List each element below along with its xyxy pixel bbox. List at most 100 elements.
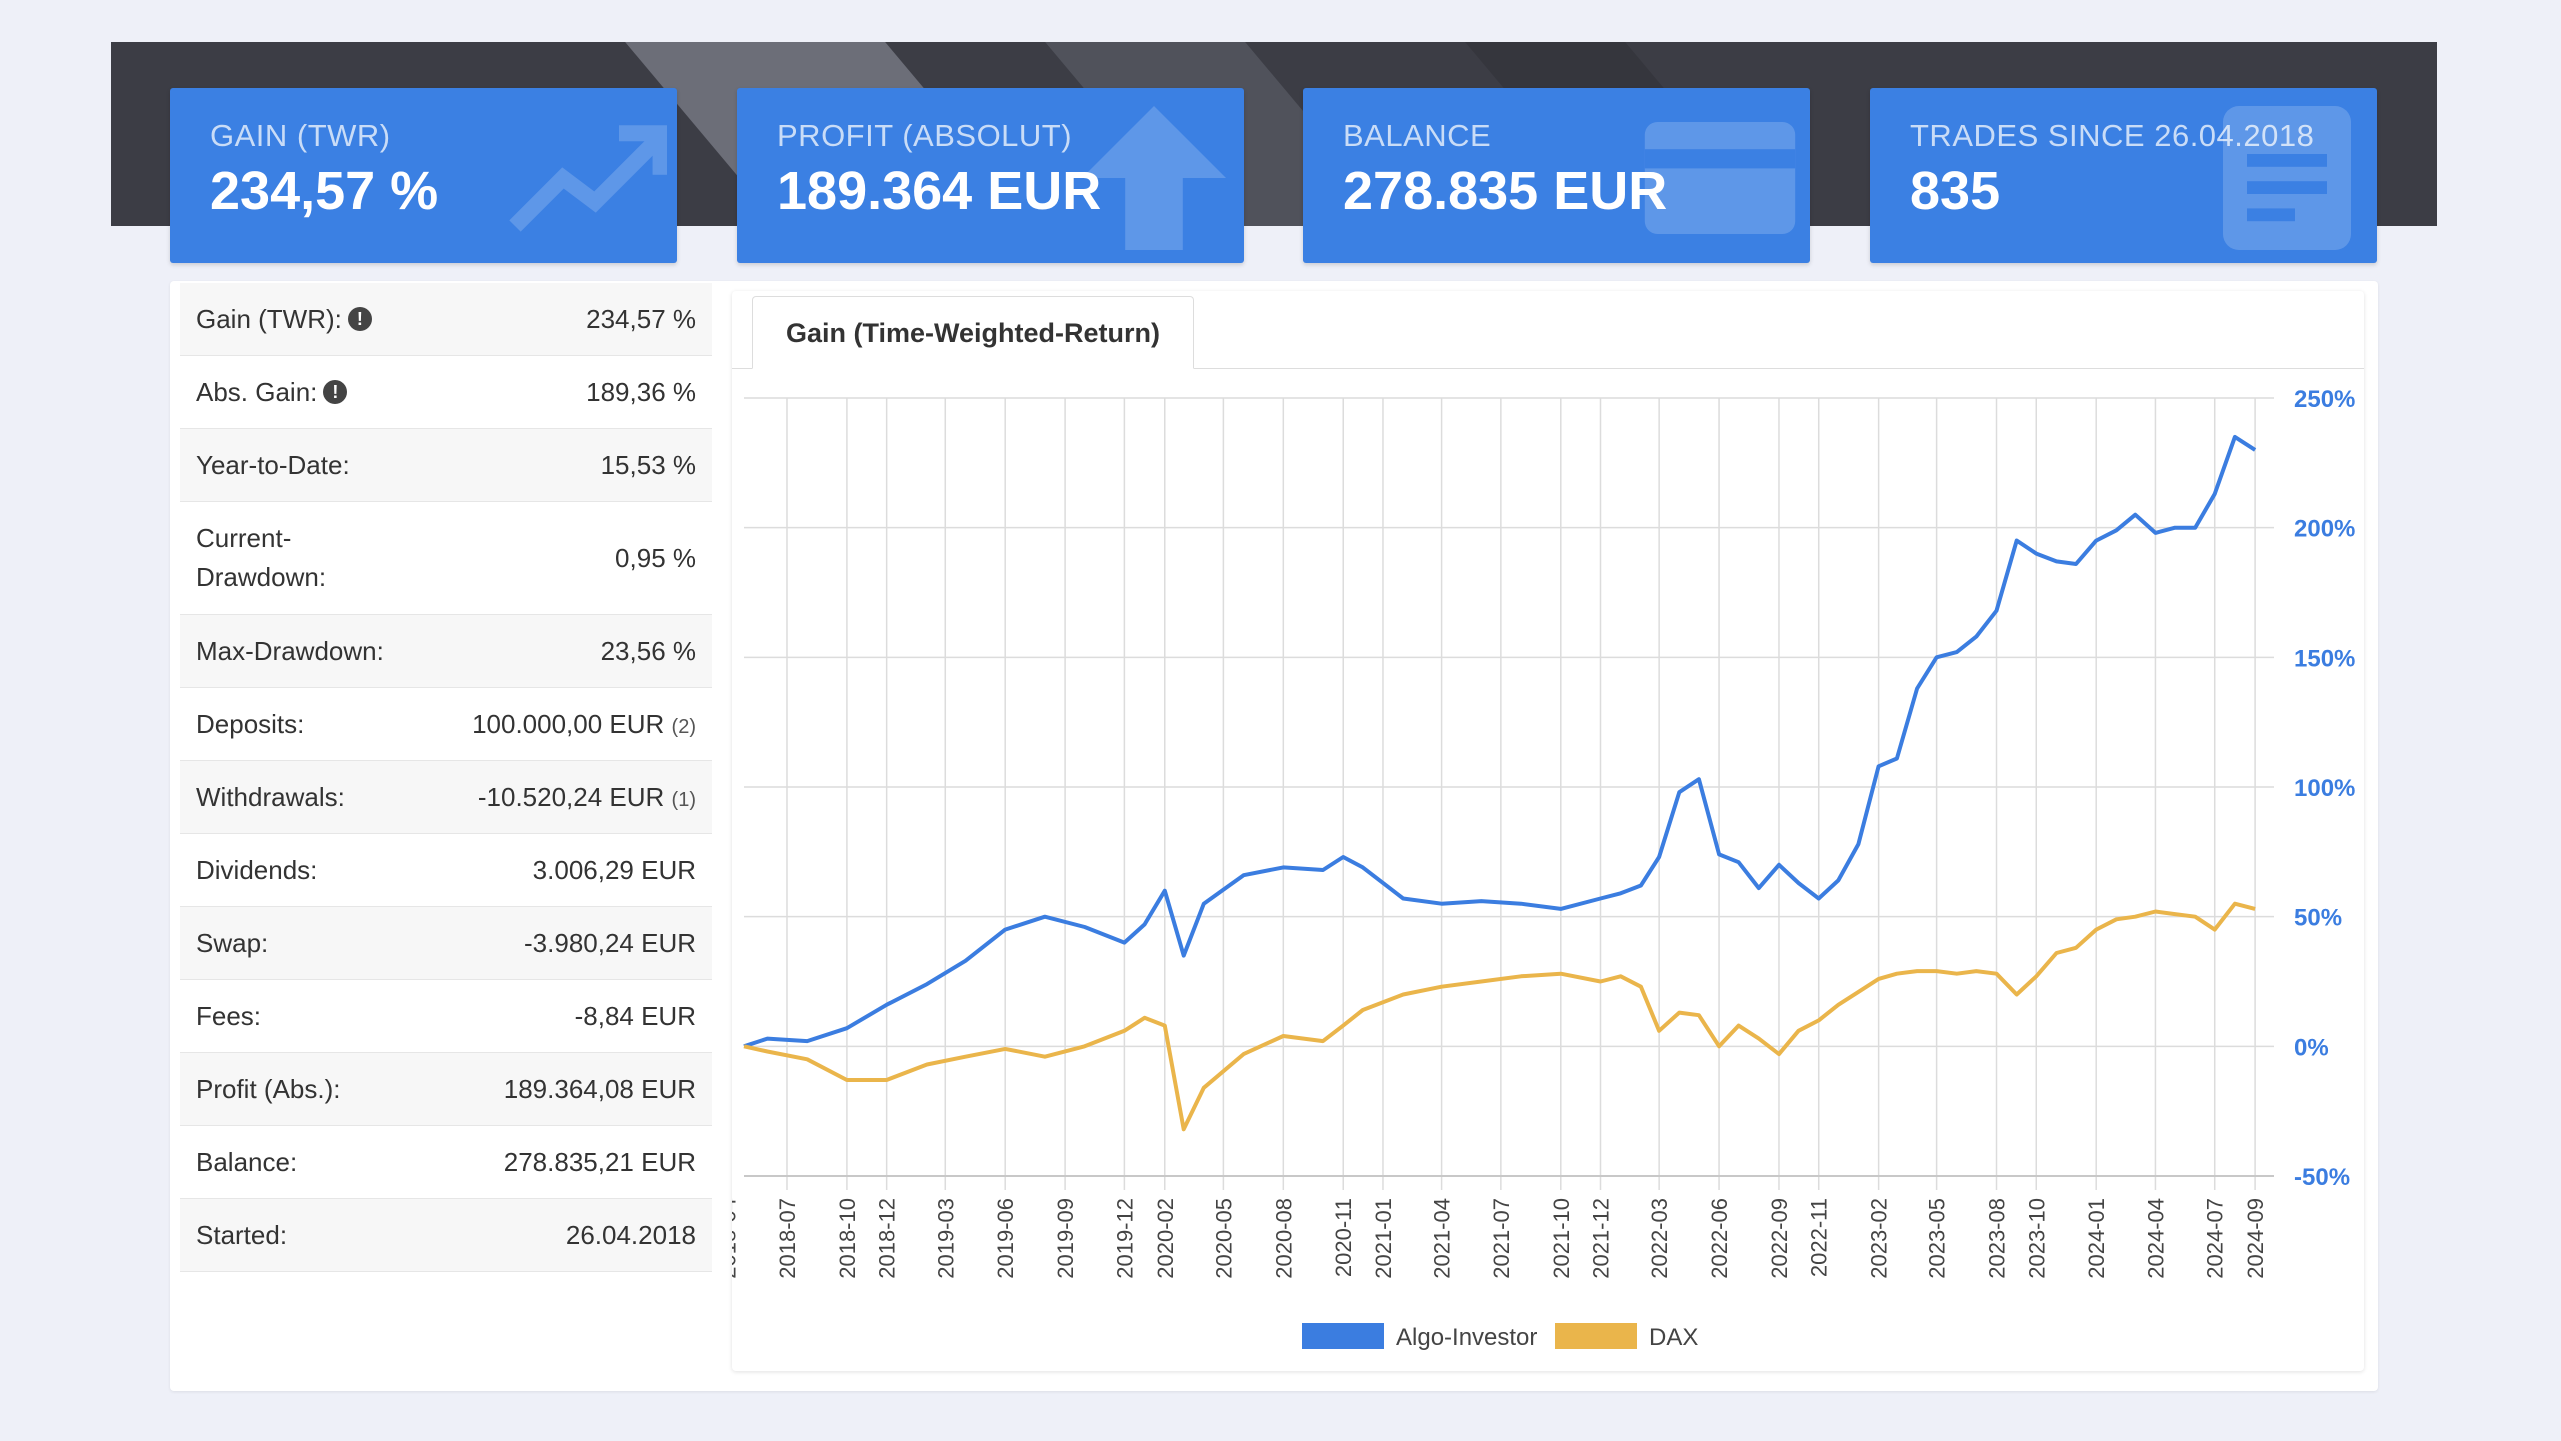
stat-label: Dividends: xyxy=(196,855,317,886)
gain-card-value: 234,57 % xyxy=(210,160,438,222)
x-tick-label: 2019-09 xyxy=(1053,1198,1078,1279)
balance-card: BALANCE 278.835 EUR xyxy=(1303,88,1810,263)
stat-value: 100.000,00 EUR xyxy=(472,709,664,739)
stat-row-swap: Swap: -3.980,24 EUR xyxy=(180,907,712,980)
x-tick-label: 2020-02 xyxy=(1153,1198,1178,1279)
stat-row-withdrawals: Withdrawals: -10.520,24 EUR (1) xyxy=(180,761,712,834)
x-tick-label: 2020-08 xyxy=(1271,1198,1296,1279)
stat-label: Current-Drawdown: xyxy=(196,519,346,597)
x-tick-label: 2019-03 xyxy=(933,1198,958,1279)
y-tick-label: 50% xyxy=(2294,905,2342,932)
x-tick-label: 2023-08 xyxy=(1985,1198,2010,1279)
stat-row-fees: Fees: -8,84 EUR xyxy=(180,980,712,1053)
stat-value: 234,57 % xyxy=(586,304,696,335)
legend-swatch xyxy=(1302,1323,1384,1349)
stat-label: Fees: xyxy=(196,1001,261,1032)
x-tick-label: 2021-04 xyxy=(1430,1198,1455,1279)
x-tick-label: 2021-10 xyxy=(1549,1198,1574,1279)
x-tick-label: 2018-04 xyxy=(732,1198,741,1279)
credit-card-icon xyxy=(1640,98,1800,258)
x-tick-label: 2022-06 xyxy=(1707,1198,1732,1279)
x-tick-label: 2024-07 xyxy=(2203,1198,2228,1279)
trend-icon xyxy=(507,98,667,258)
y-tick-label: -50% xyxy=(2294,1164,2350,1191)
profit-card: PROFIT (ABSOLUT) 189.364 EUR xyxy=(737,88,1244,263)
document-icon xyxy=(2207,98,2367,258)
x-tick-label: 2019-12 xyxy=(1112,1198,1137,1279)
x-tick-label: 2018-10 xyxy=(835,1198,860,1279)
stat-row-dividends: Dividends: 3.006,29 EUR xyxy=(180,834,712,907)
x-tick-label: 2021-01 xyxy=(1371,1198,1396,1279)
info-icon[interactable]: ! xyxy=(323,380,347,404)
stat-label: Deposits: xyxy=(196,709,304,740)
legend-swatch xyxy=(1555,1323,1637,1349)
stat-label: Started: xyxy=(196,1220,287,1251)
balance-card-value: 278.835 EUR xyxy=(1343,160,1667,222)
stat-value: 189.364,08 EUR xyxy=(504,1074,696,1105)
x-tick-label: 2022-11 xyxy=(1807,1198,1832,1277)
x-tick-label: 2023-10 xyxy=(2024,1198,2049,1279)
stat-row-abs-gain: Abs. Gain:! 189,36 % xyxy=(180,356,712,429)
x-tick-label: 2020-11 xyxy=(1331,1198,1356,1277)
x-tick-label: 2023-05 xyxy=(1925,1198,1950,1279)
stat-row-gain-twr: Gain (TWR):! 234,57 % xyxy=(180,283,712,356)
stat-label: Year-to-Date: xyxy=(196,450,350,481)
main-panel: Gain (TWR):! 234,57 % Abs. Gain:! 189,36… xyxy=(170,281,2378,1391)
stat-label: Max-Drawdown: xyxy=(196,636,384,667)
stat-label: Withdrawals: xyxy=(196,782,345,813)
profit-card-value: 189.364 EUR xyxy=(777,160,1101,222)
balance-card-label: BALANCE xyxy=(1343,118,1491,154)
stat-value: 23,56 % xyxy=(601,636,696,667)
trades-card: TRADES SINCE 26.04.2018 835 xyxy=(1870,88,2377,263)
x-tick-label: 2022-03 xyxy=(1647,1198,1672,1279)
profit-card-label: PROFIT (ABSOLUT) xyxy=(777,118,1072,154)
x-tick-label: 2024-01 xyxy=(2084,1198,2109,1279)
x-tick-label: 2019-06 xyxy=(993,1198,1018,1279)
stat-row-profit: Profit (Abs.): 189.364,08 EUR xyxy=(180,1053,712,1126)
y-tick-label: 200% xyxy=(2294,516,2355,543)
stat-row-started: Started: 26.04.2018 xyxy=(180,1199,712,1272)
legend-label: Algo-Investor xyxy=(1396,1324,1537,1351)
x-tick-label: 2018-07 xyxy=(775,1198,800,1279)
stat-label: Gain (TWR): xyxy=(196,304,342,335)
stat-value: -8,84 EUR xyxy=(575,1001,696,1032)
stat-label: Profit (Abs.): xyxy=(196,1074,340,1105)
x-tick-label: 2024-04 xyxy=(2143,1198,2168,1279)
stat-value: 15,53 % xyxy=(601,450,696,481)
x-tick-label: 2021-07 xyxy=(1489,1198,1514,1279)
stat-value: 189,36 % xyxy=(586,377,696,408)
x-tick-label: 2024-09 xyxy=(2243,1198,2268,1279)
stat-value: 278.835,21 EUR xyxy=(504,1147,696,1178)
x-tick-label: 2021-12 xyxy=(1589,1198,1614,1279)
stat-value: -3.980,24 EUR xyxy=(524,928,696,959)
y-tick-label: 100% xyxy=(2294,775,2355,802)
gain-card: GAIN (TWR) 234,57 % xyxy=(170,88,677,263)
gain-chart: -50% 0% 50% 100% 150% 200% 250% 2018-04 2018-07 2… xyxy=(732,291,2364,1371)
y-tick-label: 250% xyxy=(2294,386,2355,413)
stat-row-max-drawdown: Max-Drawdown: 23,56 % xyxy=(180,615,712,688)
x-tick-label: 2023-02 xyxy=(1867,1198,1892,1279)
legend-label: DAX xyxy=(1649,1324,1698,1351)
y-tick-label: 150% xyxy=(2294,645,2355,672)
stat-note: (1) xyxy=(672,789,696,811)
stat-row-ytd: Year-to-Date: 15,53 % xyxy=(180,429,712,502)
x-tick-label: 2022-09 xyxy=(1767,1198,1792,1279)
stat-label: Abs. Gain: xyxy=(196,377,317,408)
arrow-up-icon xyxy=(1074,98,1234,258)
stat-value: 0,95 % xyxy=(615,543,696,574)
stat-row-balance: Balance: 278.835,21 EUR xyxy=(180,1126,712,1199)
stat-value: 26.04.2018 xyxy=(566,1220,696,1251)
info-icon[interactable]: ! xyxy=(348,307,372,331)
x-tick-label: 2018-12 xyxy=(875,1198,900,1279)
stat-value: -10.520,24 EUR xyxy=(478,782,664,812)
stat-label: Balance: xyxy=(196,1147,297,1178)
stat-row-deposits: Deposits: 100.000,00 EUR (2) xyxy=(180,688,712,761)
stat-value: 3.006,29 EUR xyxy=(533,855,696,886)
stat-label: Swap: xyxy=(196,928,268,959)
y-tick-label: 0% xyxy=(2294,1034,2329,1061)
stat-row-current-drawdown: Current-Drawdown: 0,95 % xyxy=(180,502,712,615)
trades-card-value: 835 xyxy=(1910,160,2000,222)
gain-card-label: GAIN (TWR) xyxy=(210,118,391,154)
series-line-1 xyxy=(744,904,2255,1130)
chart-container: Gain (Time-Weighted-Return) -50% 0% 50% 100… xyxy=(732,291,2364,1371)
